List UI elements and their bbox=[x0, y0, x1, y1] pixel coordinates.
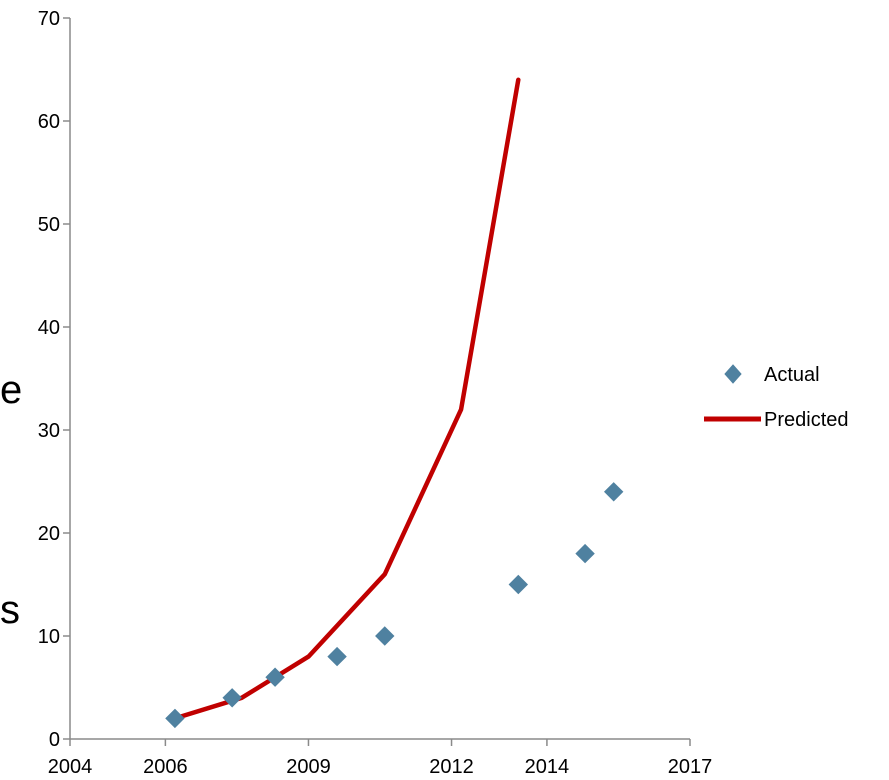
legend-item-predicted: Predicted bbox=[704, 409, 849, 431]
x-tick-label: 2012 bbox=[429, 756, 474, 778]
y-tick-label: 40 bbox=[38, 317, 60, 339]
actual-data-point bbox=[575, 543, 595, 564]
cropped-label-fragment-1: e bbox=[0, 368, 22, 412]
cropped-label-fragment-2: s bbox=[0, 588, 20, 632]
legend: Actual Predicted bbox=[704, 364, 849, 431]
x-tick-label: 2004 bbox=[48, 756, 93, 778]
y-tick-label: 20 bbox=[38, 523, 60, 545]
y-tick-label: 60 bbox=[38, 111, 60, 133]
actual-data-point bbox=[165, 708, 185, 729]
series-layer bbox=[165, 77, 624, 729]
y-tick-label: 10 bbox=[38, 626, 60, 648]
legend-label-predicted: Predicted bbox=[764, 409, 849, 431]
y-tick-label: 50 bbox=[38, 214, 60, 236]
legend-diamond-icon bbox=[724, 364, 742, 384]
legend-item-actual: Actual bbox=[724, 364, 820, 386]
y-tick-label: 30 bbox=[38, 420, 60, 442]
actual-data-point bbox=[603, 482, 624, 502]
actual-data-point bbox=[508, 574, 529, 595]
x-tick-label: 2014 bbox=[525, 756, 570, 778]
actual-data-point bbox=[375, 626, 395, 646]
predicted-series-line bbox=[172, 77, 521, 721]
y-tick-label: 70 bbox=[38, 8, 60, 30]
x-tick-label: 2006 bbox=[143, 756, 188, 778]
actual-data-point bbox=[222, 688, 242, 708]
x-tick-label: 2017 bbox=[668, 756, 713, 778]
legend-label-actual: Actual bbox=[764, 364, 820, 386]
y-tick-label: 0 bbox=[49, 729, 60, 751]
actual-data-point bbox=[327, 646, 347, 667]
x-tick-label: 2009 bbox=[286, 756, 331, 778]
tick-labels: 0 10 20 30 40 50 60 70 2004 2006 2009 2012 2014 2017 bbox=[38, 8, 713, 778]
axes bbox=[63, 17, 691, 746]
actual-data-point bbox=[265, 667, 285, 687]
